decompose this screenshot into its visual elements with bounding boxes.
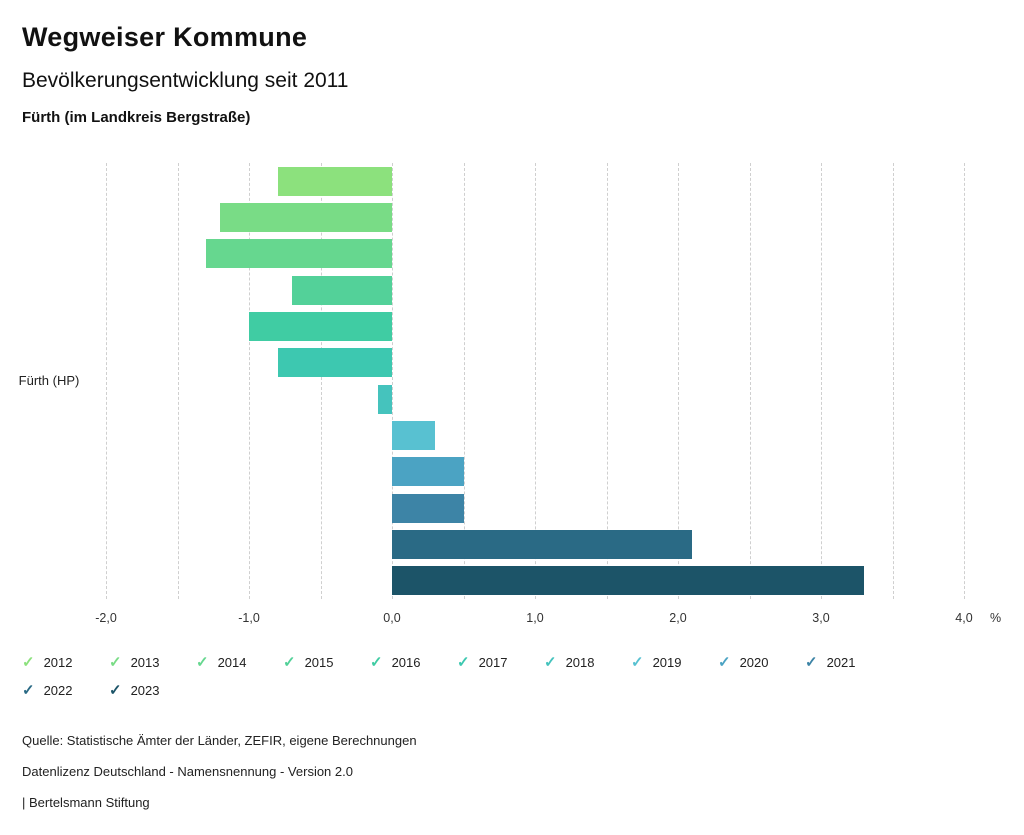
plot-area xyxy=(106,163,965,599)
bar-2019[interactable] xyxy=(392,421,435,450)
legend-item-2016[interactable]: ✓ 2016 xyxy=(370,655,457,670)
check-icon: ✓ xyxy=(22,654,35,671)
check-icon: ✓ xyxy=(805,654,818,671)
header: Wegweiser Kommune Bevölkerungsentwicklun… xyxy=(22,22,1002,126)
x-tick-1,0: 1,0 xyxy=(526,611,544,625)
check-icon: ✓ xyxy=(22,682,35,699)
x-axis-unit-label: % xyxy=(990,611,1002,625)
footer: Quelle: Statistische Ämter der Länder, Z… xyxy=(22,732,417,825)
gridline xyxy=(392,163,393,599)
gridline xyxy=(892,163,894,599)
gridline xyxy=(821,163,822,599)
check-icon: ✓ xyxy=(283,654,296,671)
region-label: Fürth (im Landkreis Bergstraße) xyxy=(22,109,251,126)
bar-chart: Fürth (HP) -2,0 -1,0 0,0 1,0 2,0 3,0 4,0% xyxy=(0,163,1024,633)
legend-label: 2013 xyxy=(130,655,160,670)
check-icon: ✓ xyxy=(631,654,644,671)
legend-item-2013[interactable]: ✓ 2013 xyxy=(109,655,196,670)
y-axis-label: Fürth (HP) xyxy=(18,373,80,388)
page-title: Wegweiser Kommune xyxy=(22,22,308,52)
legend-label: 2021 xyxy=(826,655,856,670)
gridline xyxy=(678,163,679,599)
x-tick--2,0: -2,0 xyxy=(95,611,117,625)
x-axis: -2,0 -1,0 0,0 1,0 2,0 3,0 4,0% xyxy=(95,611,1006,631)
legend-label: 2022 xyxy=(43,683,73,698)
bar-2018[interactable] xyxy=(377,384,392,414)
check-icon: ✓ xyxy=(109,682,122,699)
legend-label: 2018 xyxy=(565,655,595,670)
x-tick-4,0: 4,0 xyxy=(955,611,973,625)
gridline xyxy=(177,163,179,599)
gridline xyxy=(606,163,608,599)
legend-label: 2014 xyxy=(217,655,247,670)
bar-2017[interactable] xyxy=(277,348,392,378)
bar-2012[interactable] xyxy=(277,166,392,196)
legend-item-2019[interactable]: ✓ 2019 xyxy=(631,655,718,670)
bar-2015[interactable] xyxy=(291,275,392,305)
bar-2014[interactable] xyxy=(206,239,392,269)
gridline xyxy=(749,163,751,599)
check-icon: ✓ xyxy=(544,654,557,671)
brand-text: | Bertelsmann Stiftung xyxy=(22,795,150,810)
check-icon: ✓ xyxy=(196,654,209,671)
bar-2022[interactable] xyxy=(392,530,693,559)
x-tick-0,0: 0,0 xyxy=(383,611,401,625)
legend-item-2015[interactable]: ✓ 2015 xyxy=(283,655,370,670)
bar-2023[interactable] xyxy=(392,566,864,596)
gridline xyxy=(463,163,465,599)
bar-2020[interactable] xyxy=(392,457,464,487)
legend-item-2022[interactable]: ✓ 2022 xyxy=(22,683,109,698)
legend-label: 2012 xyxy=(43,655,73,670)
gridline xyxy=(106,163,107,599)
check-icon: ✓ xyxy=(457,654,470,671)
bar-2021[interactable] xyxy=(392,493,464,523)
check-icon: ✓ xyxy=(109,654,122,671)
bar-2016[interactable] xyxy=(249,312,392,341)
license-text: Datenlizenz Deutschland - Namensnennung … xyxy=(22,764,353,779)
gridline xyxy=(535,163,536,599)
x-tick-3,0: 3,0 xyxy=(812,611,830,625)
source-text: Quelle: Statistische Ämter der Länder, Z… xyxy=(22,733,417,748)
gridline xyxy=(320,163,322,599)
legend-label: 2023 xyxy=(130,683,160,698)
bar-2013[interactable] xyxy=(220,203,392,232)
legend-item-2014[interactable]: ✓ 2014 xyxy=(196,655,283,670)
gridline xyxy=(964,163,965,599)
x-tick--1,0: -1,0 xyxy=(238,611,260,625)
legend-item-2012[interactable]: ✓ 2012 xyxy=(22,655,109,670)
legend-item-2017[interactable]: ✓ 2017 xyxy=(457,655,544,670)
legend-label: 2020 xyxy=(739,655,769,670)
check-icon: ✓ xyxy=(718,654,731,671)
x-tick-2,0: 2,0 xyxy=(669,611,687,625)
legend-label: 2015 xyxy=(304,655,334,670)
check-icon: ✓ xyxy=(370,654,383,671)
legend-label: 2019 xyxy=(652,655,682,670)
legend-item-2018[interactable]: ✓ 2018 xyxy=(544,655,631,670)
legend-item-2023[interactable]: ✓ 2023 xyxy=(109,683,196,698)
legend-label: 2017 xyxy=(478,655,508,670)
legend-item-2021[interactable]: ✓ 2021 xyxy=(805,655,892,670)
chart-subtitle: Bevölkerungsentwicklung seit 2011 xyxy=(22,69,349,92)
legend: ✓ 2012 ✓ 2013 ✓ 2014 ✓ 2015 ✓ 2016 ✓ 2017 ✓ 2018 ✓ 2019… xyxy=(22,655,932,698)
gridline xyxy=(249,163,250,599)
legend-item-2020[interactable]: ✓ 2020 xyxy=(718,655,805,670)
legend-label: 2016 xyxy=(391,655,421,670)
